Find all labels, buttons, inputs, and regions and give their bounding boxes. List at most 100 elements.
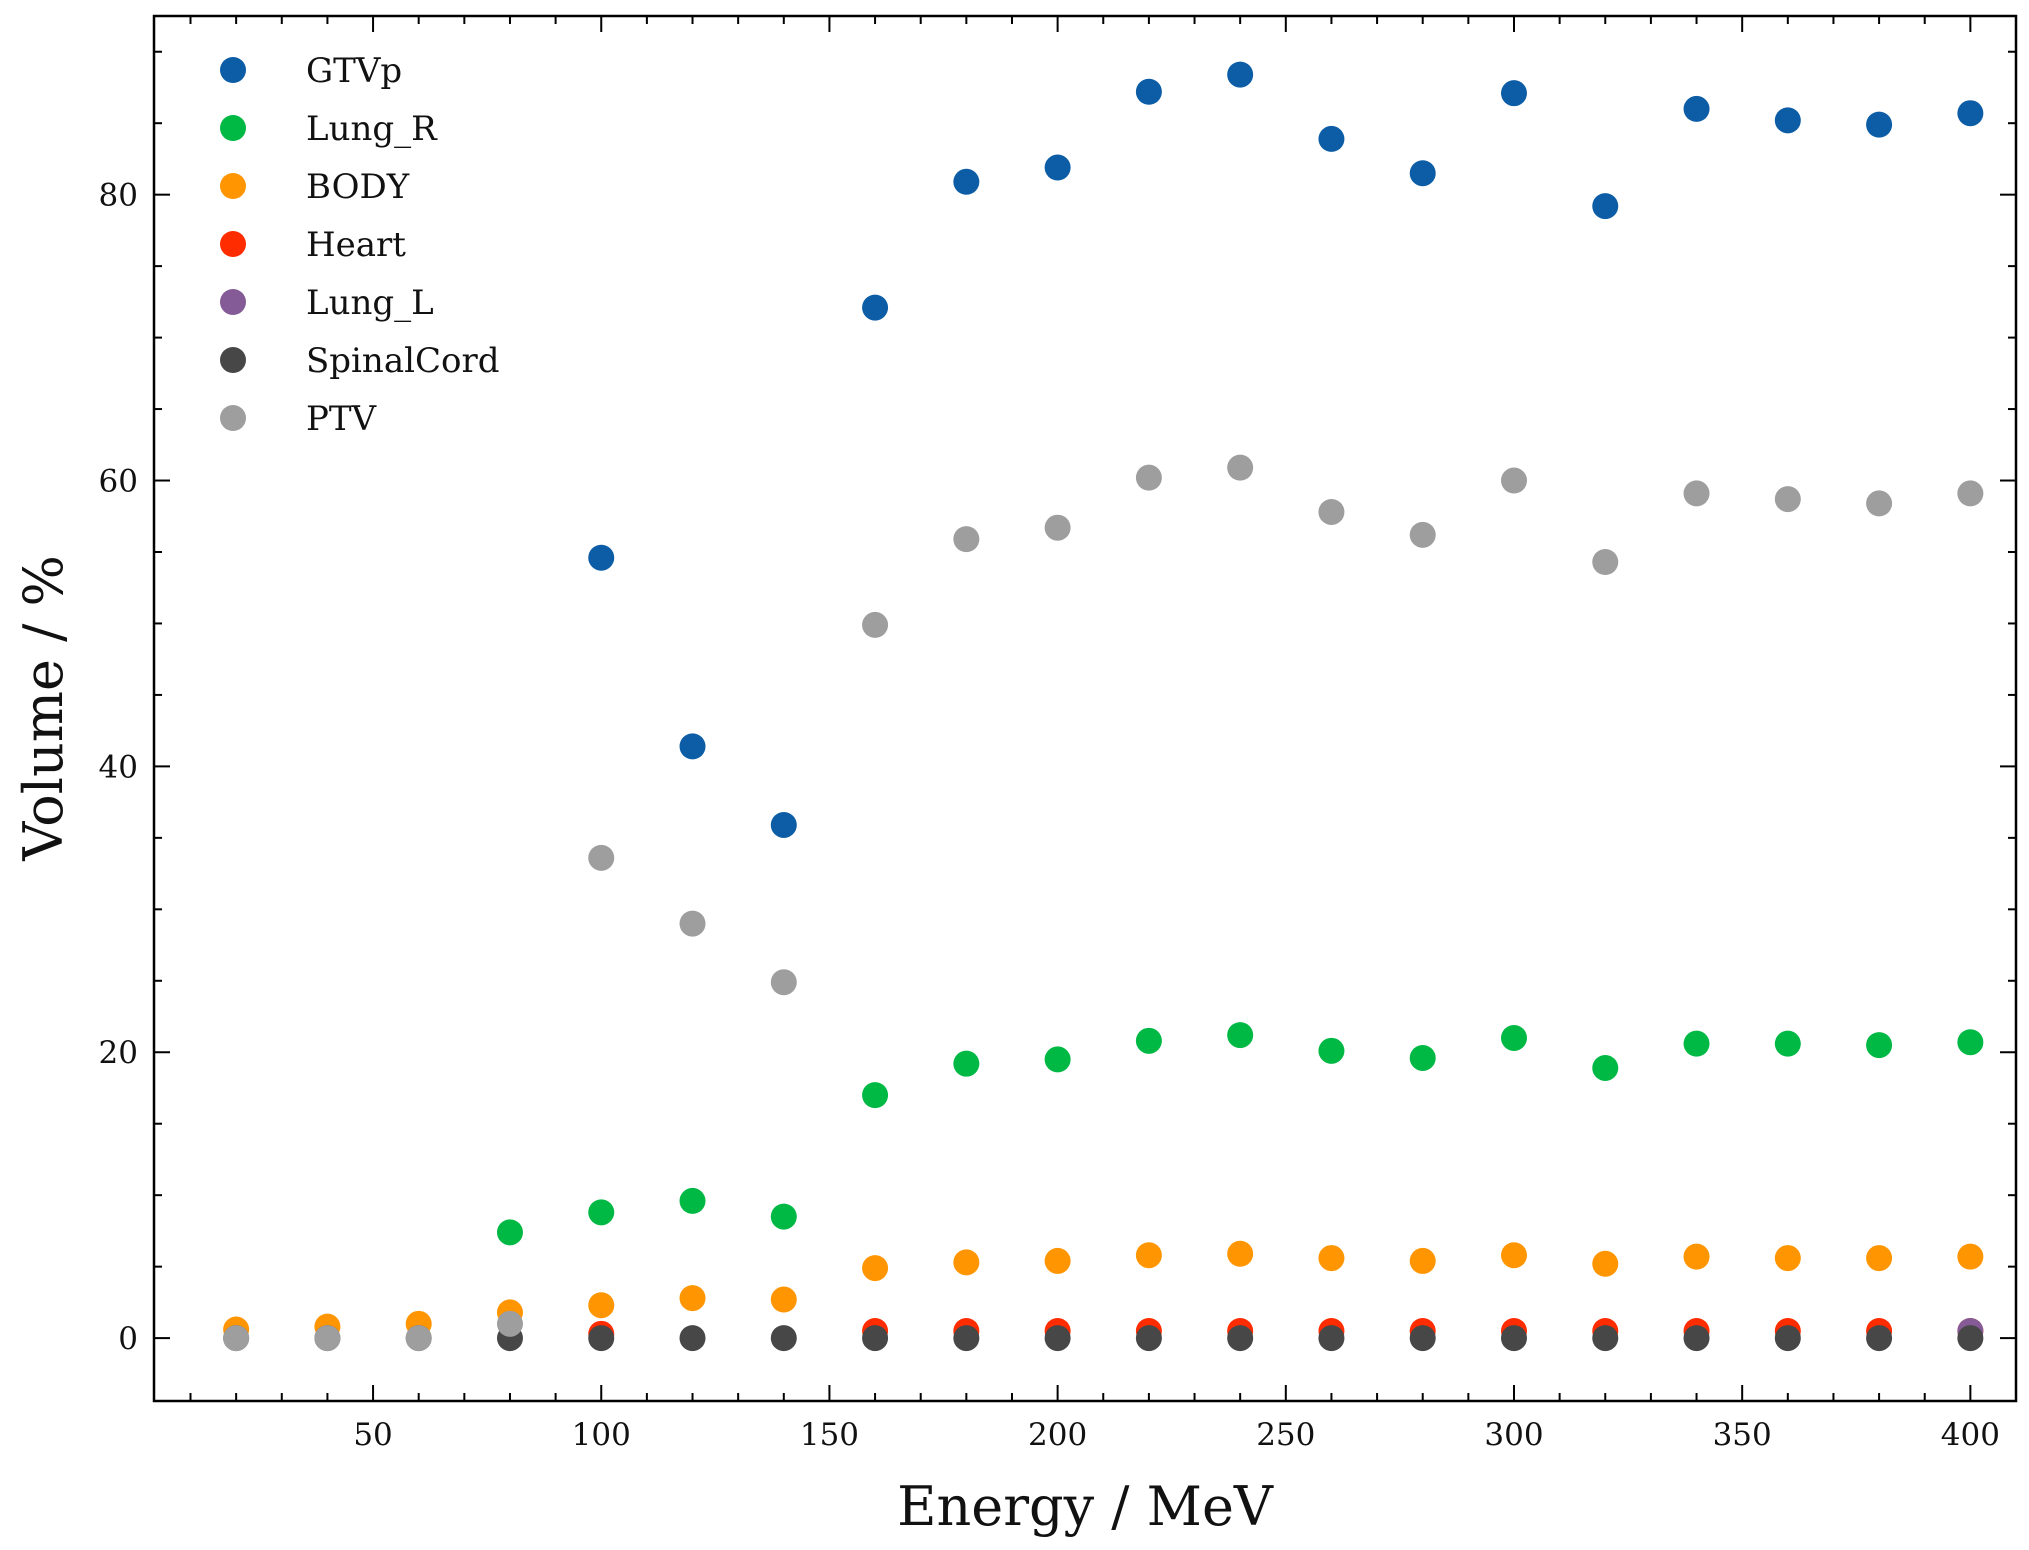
data-point [496,1310,523,1337]
data-point [1044,154,1071,181]
data-point [223,1325,250,1352]
data-point [1957,100,1984,127]
data-point [1774,486,1801,513]
y-tick-label: 0 [118,1321,138,1357]
data-point [1683,1243,1710,1270]
data-point [1044,514,1071,541]
data-point [1866,1032,1893,1059]
data-point [953,1050,980,1077]
y-axis-ticks: 0 20 40 60 80 [99,50,2016,1357]
data-point [1227,1022,1254,1049]
data-point [588,1292,615,1319]
data-point [1866,490,1893,517]
data-point [1866,1245,1893,1272]
y-tick-label: 60 [99,464,138,500]
data-point [1409,521,1436,548]
data-point [1500,80,1527,107]
data-point [679,1285,706,1312]
data-point [1409,1044,1436,1071]
data-point [953,1325,980,1352]
data-point [1318,498,1345,525]
data-point [1409,1247,1436,1274]
data-point [1592,1054,1619,1081]
data-point [770,1325,797,1352]
data-point [1044,1046,1071,1073]
data-point [1592,193,1619,220]
data-point [1683,1325,1710,1352]
data-point [679,733,706,760]
y-axis-label: Volume / % [12,555,75,862]
data-point [1866,111,1893,138]
data-point [1774,1325,1801,1352]
series-lung-r [496,1022,1984,1246]
legend-label: Lung_L [306,283,434,323]
data-point [770,811,797,838]
data-point [1318,1245,1345,1272]
legend-marker [220,57,246,83]
data-point [1135,464,1162,491]
legend-label: Heart [306,225,406,265]
x-tick-label: 250 [1256,1417,1315,1453]
plot-points [223,61,1984,1352]
data-point [1500,1024,1527,1051]
series-body [223,1240,1984,1343]
data-point [1135,1027,1162,1054]
legend-label: GTVp [306,51,402,91]
data-point [679,1187,706,1214]
data-point [1135,1242,1162,1269]
data-point [1044,1247,1071,1274]
legend-marker [220,405,246,431]
data-point [1227,1240,1254,1267]
data-point [1866,1325,1893,1352]
x-tick-label: 100 [572,1417,631,1453]
legend-marker [220,289,246,315]
data-point [1957,480,1984,507]
data-point [953,168,980,195]
data-point [1135,78,1162,105]
data-point [314,1325,341,1352]
legend-marker [220,115,246,141]
data-point [1044,1325,1071,1352]
data-point [1318,1037,1345,1064]
data-point [496,1219,523,1246]
data-point [588,844,615,871]
legend-label: PTV [306,399,378,439]
data-point [1500,1325,1527,1352]
data-point [679,910,706,937]
data-point [1500,1242,1527,1269]
data-point [588,1199,615,1226]
data-point [770,969,797,996]
data-point [1592,548,1619,575]
legend-marker [220,231,246,257]
series-gtvp [588,61,1984,838]
data-point [862,611,889,638]
y-tick-label: 40 [99,749,138,785]
data-point [1683,95,1710,122]
data-point [1774,1030,1801,1057]
x-axis-ticks: 50 100 150 200 250 300 350 400 [189,16,2017,1453]
x-tick-label: 50 [353,1417,392,1453]
legend-marker [220,173,246,199]
legend-marker [220,347,246,373]
x-tick-label: 350 [1713,1417,1772,1453]
series-ptv [223,454,1984,1352]
data-point [1957,1325,1984,1352]
data-point [679,1325,706,1352]
data-point [405,1325,432,1352]
data-point [1683,1030,1710,1057]
series-heart [588,1317,1984,1347]
data-point [1957,1029,1984,1056]
legend-label: BODY [306,167,410,207]
data-point [1318,1325,1345,1352]
y-tick-label: 20 [99,1035,138,1071]
data-point [1318,125,1345,152]
data-point [862,1255,889,1282]
x-tick-label: 400 [1941,1417,2000,1453]
data-point [1227,454,1254,481]
x-axis-label: Energy / MeV [897,1475,1274,1538]
legend-label: Lung_R [306,109,438,149]
data-point [862,294,889,321]
data-point [770,1286,797,1313]
data-point [862,1082,889,1109]
